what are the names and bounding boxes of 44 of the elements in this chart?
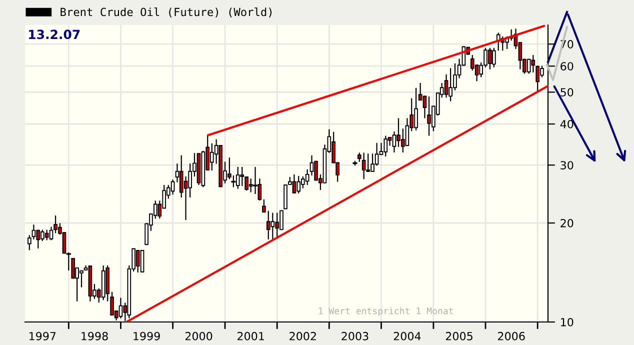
- x-tick-label: 2003: [342, 332, 368, 340]
- candlestick: [118, 298, 123, 318]
- candlestick: [210, 143, 214, 170]
- x-tick-label: 2004: [394, 332, 421, 340]
- candlestick: [300, 176, 305, 188]
- candlestick: [270, 212, 275, 240]
- candlestick: [40, 230, 44, 242]
- candlestick: [71, 258, 75, 279]
- x-tick-label: 2002: [290, 332, 316, 340]
- candlestick: [240, 166, 244, 186]
- x-tick-label: 2001: [238, 332, 264, 340]
- candlestick: [110, 292, 114, 316]
- candlestick: [140, 250, 144, 272]
- x-tick-label: 1997: [29, 332, 56, 340]
- x-tick-label: 2005: [446, 332, 472, 340]
- y-tick-label: 50: [560, 88, 574, 97]
- candlestick: [405, 118, 410, 146]
- y-tick-label: 60: [560, 62, 574, 70]
- candlestick: [292, 174, 296, 194]
- annotation: 13.2.07: [29, 30, 80, 40]
- candlestick: [531, 54, 536, 72]
- candlestick: [136, 250, 140, 272]
- candlestick: [384, 136, 388, 156]
- candlestick: [362, 152, 366, 180]
- x-tick-label: 1998: [82, 332, 108, 340]
- y-tick-label: 40: [560, 120, 574, 128]
- candlestick: [305, 169, 310, 185]
- legend-label: Brent Crude Oil (Future) (World): [60, 8, 272, 18]
- candlestick: [492, 48, 496, 68]
- x-tick-label: 2006: [498, 332, 525, 340]
- candlestick: [526, 58, 531, 74]
- y-tick-label: 30: [560, 161, 574, 170]
- candlestick: [392, 132, 396, 152]
- candlestick: [49, 226, 54, 240]
- y-tick-label: 10: [561, 318, 574, 326]
- y-tick-label: 20: [560, 218, 574, 228]
- candlestick: [170, 180, 175, 195]
- candlestick: [296, 176, 301, 194]
- annotation: 1 Wert entspricht 1 Monat: [318, 307, 453, 316]
- x-tick-label: 2000: [185, 332, 212, 340]
- candlestick: [444, 74, 448, 98]
- candlestick: [262, 199, 266, 213]
- candlestick: [266, 210, 270, 240]
- x-tick-label: 1999: [134, 332, 160, 340]
